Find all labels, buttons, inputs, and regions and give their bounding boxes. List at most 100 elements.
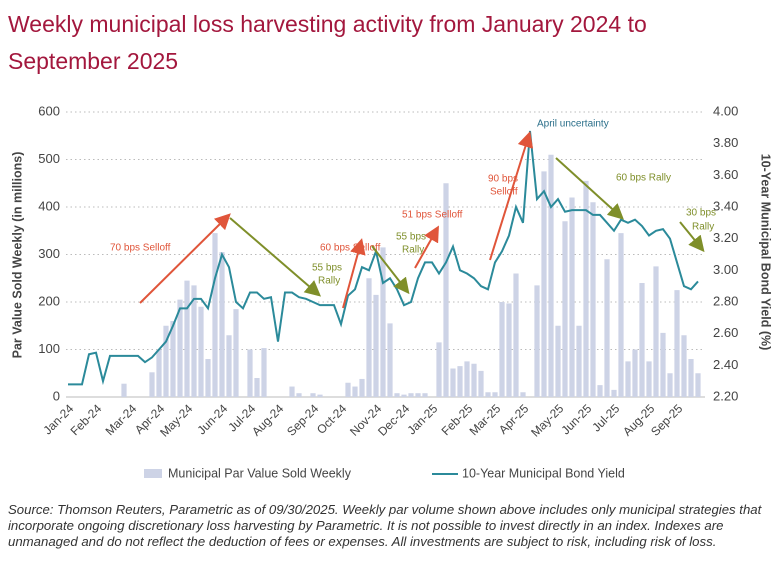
bar — [492, 392, 498, 397]
bar — [506, 303, 512, 397]
annotation: Rally — [402, 245, 424, 256]
bar — [457, 366, 463, 397]
bar — [660, 332, 666, 397]
annotation-arrow — [342, 238, 366, 309]
y2-axis-title: 10-Year Municipal Bond Yield (%) — [759, 154, 773, 351]
annotation: 55 bps — [396, 232, 426, 243]
annotation: 60 bps Rally — [616, 173, 671, 184]
x-tick-label: Jun-24 — [195, 401, 231, 437]
bar — [366, 278, 372, 397]
y-tick-label: 0 — [53, 388, 60, 403]
source-note: Source: Thomson Reuters, Parametric as o… — [8, 502, 762, 549]
bar — [520, 392, 526, 397]
bar — [464, 361, 470, 397]
bar — [632, 349, 638, 397]
bar — [387, 323, 393, 397]
y2-tick-label: 2.80 — [713, 293, 738, 308]
y2-tick-label: 3.60 — [713, 167, 738, 182]
bar — [170, 321, 176, 397]
annotation-arrow — [555, 157, 624, 220]
annotation: 30 bps — [686, 208, 716, 219]
chart: 0 100 200 300 400 500 600 2.20 2.40 2.60 2.80 3.00 3… — [10, 103, 773, 480]
bar — [639, 283, 645, 397]
bar — [177, 299, 183, 397]
x-tick-label: Feb-24 — [68, 401, 105, 438]
annotation: Rally — [318, 276, 340, 287]
y2-tick-label: 2.20 — [713, 388, 738, 403]
y2-tick-label: 3.20 — [713, 230, 738, 245]
annotation: 90 bps — [488, 174, 518, 185]
x-tick-label: Oct-24 — [314, 401, 350, 437]
bar — [541, 171, 547, 397]
annotation-arrow — [139, 213, 231, 304]
bar — [380, 247, 386, 397]
bar — [611, 389, 617, 397]
bar — [695, 373, 701, 397]
bar — [212, 233, 218, 397]
x-tick-label: Aug-24 — [249, 401, 286, 438]
annotation: 60 bps Selloff — [320, 243, 381, 254]
x-tick-label: Mar-25 — [467, 401, 504, 438]
annotation-arrow — [489, 131, 534, 261]
bar — [674, 290, 680, 397]
bar — [184, 280, 190, 397]
bar — [254, 378, 260, 397]
bar — [226, 335, 232, 397]
x-tick-label: Jul-25 — [589, 401, 622, 434]
bar — [149, 372, 155, 397]
bar — [415, 393, 421, 397]
x-tick-label: Dec-24 — [375, 401, 412, 438]
bar — [548, 154, 554, 397]
y-axis-title: Par Value Sold Weekly (in millions) — [10, 152, 24, 359]
bar — [604, 259, 610, 397]
annotation: April uncertainty — [537, 119, 609, 130]
y2-tick-label: 3.80 — [713, 135, 738, 150]
annotation: 70 bps Selloff — [110, 243, 171, 254]
bar — [191, 285, 197, 397]
bar — [408, 393, 414, 397]
bar — [121, 383, 127, 397]
bar — [555, 325, 561, 397]
bar — [583, 180, 589, 397]
y2-tick-label: 2.60 — [713, 325, 738, 340]
bar — [667, 373, 673, 397]
bar — [422, 393, 428, 397]
y2-tick-label: 4.00 — [713, 103, 738, 118]
bar — [576, 325, 582, 397]
bar — [618, 233, 624, 397]
bar — [401, 394, 407, 397]
annotation-arrow — [414, 225, 439, 269]
y-tick-label: 300 — [38, 246, 60, 261]
annotation: 55 bps — [312, 263, 342, 274]
bar — [478, 370, 484, 397]
annotation: Selloff — [490, 187, 518, 198]
bar — [317, 394, 323, 397]
bar — [597, 385, 603, 397]
bar — [646, 361, 652, 397]
annotation-arrow — [229, 217, 322, 297]
y2-tick-label: 3.40 — [713, 198, 738, 213]
bar — [289, 386, 295, 397]
line — [68, 130, 699, 386]
bar — [394, 393, 400, 397]
y-tick-label: 600 — [38, 103, 60, 118]
bar — [352, 386, 358, 397]
x-tick-label: Sep-25 — [648, 401, 685, 438]
bar — [345, 382, 351, 397]
bar — [590, 202, 596, 397]
legend-label: Municipal Par Value Sold Weekly — [168, 466, 352, 480]
bar — [499, 302, 505, 397]
bar — [471, 363, 477, 397]
annotation-arrow — [679, 221, 705, 253]
bar — [681, 335, 687, 397]
bar — [569, 197, 575, 397]
bar — [261, 348, 267, 397]
y-tick-label: 500 — [38, 151, 60, 166]
x-tick-label: Mar-24 — [103, 401, 140, 438]
x-tick-label: May-25 — [528, 401, 566, 439]
annotation: Rally — [692, 222, 714, 233]
annotation: 51 bps Selloff — [402, 210, 463, 221]
bar — [205, 359, 211, 397]
x-tick-label: Jun-25 — [559, 401, 595, 437]
